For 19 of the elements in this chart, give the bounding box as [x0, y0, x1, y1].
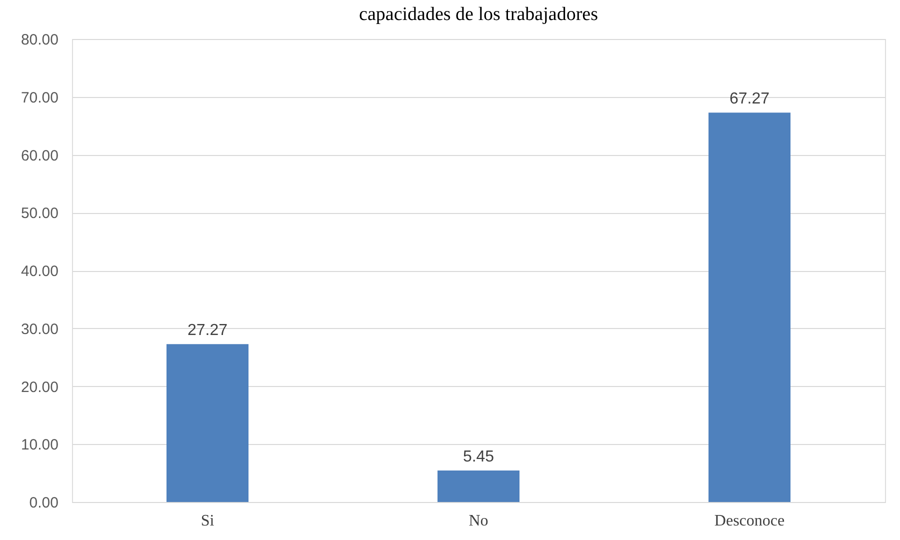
y-tick-label: 50.00	[20, 205, 58, 222]
y-tick-label: 30.00	[20, 320, 58, 338]
y-tick-label: 70.00	[20, 89, 58, 106]
chart-title: capacidades de los trabajadores	[359, 4, 598, 25]
bar	[438, 470, 520, 502]
x-tick-label: Si	[200, 512, 215, 530]
y-tick-label: 0.00	[29, 494, 58, 512]
y-tick-label: 10.00	[20, 436, 58, 454]
x-tick-label: No	[468, 512, 488, 530]
data-label: 5.45	[462, 448, 494, 466]
y-tick-label: 60.00	[20, 147, 58, 164]
bar	[708, 112, 790, 502]
y-tick-label: 20.00	[20, 378, 58, 396]
data-label: 27.27	[187, 322, 228, 340]
x-tick-label: Desconoce	[714, 512, 785, 530]
y-tick-label: 40.00	[20, 263, 58, 280]
y-tick-label: 80.00	[20, 32, 58, 48]
bar	[166, 344, 248, 502]
data-label: 67.27	[729, 90, 770, 108]
